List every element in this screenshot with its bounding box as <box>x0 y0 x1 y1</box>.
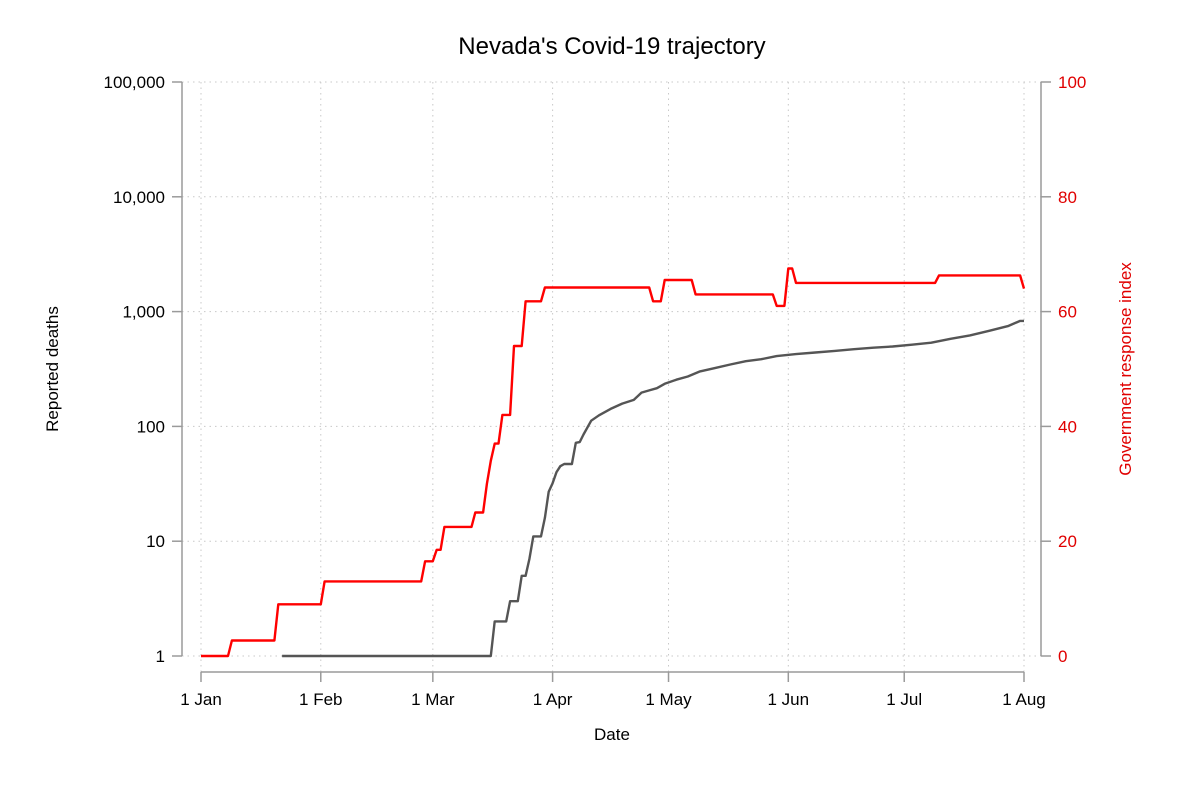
right-tick-label: 0 <box>1058 647 1067 666</box>
right-axis-label: Government response index <box>1116 262 1135 476</box>
left-tick-label: 10 <box>146 532 165 551</box>
left-tick-label: 100,000 <box>104 73 165 92</box>
chart-title: Nevada's Covid-19 trajectory <box>458 33 765 60</box>
left-axis-ticks: 1 10 100 1,000 10,000 100,000 <box>104 73 182 666</box>
left-tick-label: 10,000 <box>113 188 165 207</box>
series-response-index-line <box>201 267 1026 658</box>
left-tick-label: 100 <box>137 417 165 436</box>
left-axis-label: Reported deaths <box>43 306 62 432</box>
left-tick-label: 1 <box>156 647 165 666</box>
x-tick-label: 1 Jul <box>886 690 922 709</box>
x-tick-label: 1 Feb <box>299 690 342 709</box>
x-tick-label: 1 Mar <box>411 690 455 709</box>
x-tick-label: 1 Aug <box>1002 690 1046 709</box>
grid <box>182 81 1041 672</box>
x-axis-label: Date <box>594 725 630 744</box>
left-tick-label: 1,000 <box>122 303 165 322</box>
x-tick-label: 1 May <box>645 690 692 709</box>
series-lines <box>201 267 1026 658</box>
x-tick-label: 1 Apr <box>533 690 573 709</box>
right-tick-label: 60 <box>1058 303 1077 322</box>
right-tick-label: 40 <box>1058 417 1077 436</box>
right-tick-label: 100 <box>1058 73 1086 92</box>
right-tick-label: 80 <box>1058 188 1077 207</box>
axes <box>181 82 1042 673</box>
series-reported-deaths-line <box>282 319 1024 658</box>
x-axis-ticks: 1 Jan 1 Feb 1 Mar 1 Apr 1 May 1 Jun 1 Jul 1 Aug <box>180 672 1046 709</box>
x-tick-label: 1 Jun <box>768 690 810 709</box>
x-tick-label: 1 Jan <box>180 690 222 709</box>
right-axis-ticks: 0 20 40 60 80 100 <box>1041 73 1086 666</box>
right-tick-label: 20 <box>1058 532 1077 551</box>
